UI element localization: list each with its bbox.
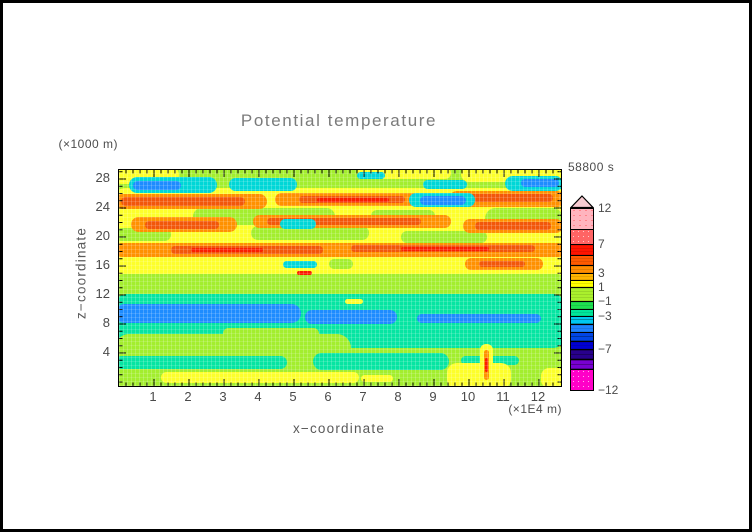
x-tick-label: 5	[289, 389, 297, 404]
colorbar: 12 7 3 1 −1 −3 −7 −12	[570, 195, 630, 397]
x-tick-label: 9	[429, 389, 437, 404]
contour-blob	[329, 259, 353, 269]
z-tick-label: 20	[95, 228, 110, 243]
colorbar-segment	[571, 349, 593, 359]
x-tick-label: 2	[184, 389, 192, 404]
colorbar-level-label: −7	[598, 342, 612, 356]
contour-blob	[541, 368, 561, 386]
contour-blob	[119, 304, 301, 323]
contour-blob	[119, 356, 287, 369]
contour-blob	[251, 226, 369, 240]
contour-blob	[121, 197, 245, 206]
colorbar-segment	[571, 309, 593, 316]
contour-blob	[223, 328, 319, 339]
colorbar-level-label: 12	[598, 201, 612, 215]
colorbar-level-label: 7	[598, 237, 605, 251]
contour-blob	[345, 299, 363, 304]
x-tick-label: 12	[530, 389, 546, 404]
colorbar-level-label: 3	[598, 266, 605, 280]
contour-blob	[313, 353, 449, 370]
contour-blob	[133, 181, 181, 190]
z-axis-title: z−coordinate	[73, 226, 89, 320]
contour-blob	[191, 248, 263, 252]
contour-blob	[401, 231, 487, 243]
contour-blob	[417, 314, 541, 323]
contour-blob	[161, 372, 359, 383]
x-tick-label: 6	[324, 389, 332, 404]
colorbar-scale	[570, 208, 594, 391]
colorbar-level-label: −12	[598, 383, 619, 397]
colorbar-segment	[571, 255, 593, 265]
colorbar-segment	[571, 287, 593, 301]
contour-blob	[305, 310, 397, 324]
x-tick-label: 1	[149, 389, 157, 404]
colorbar-segment	[571, 359, 593, 369]
plot-area	[118, 169, 562, 387]
z-tick-label: 12	[95, 286, 110, 301]
contour-blob	[521, 179, 559, 187]
contour-blob	[401, 247, 489, 251]
colorbar-overflow-cap	[570, 195, 594, 208]
colorbar-segment	[571, 301, 593, 309]
contour-blob	[423, 180, 467, 189]
contour-blob	[229, 178, 297, 191]
colorbar-segment	[571, 229, 593, 244]
contour-blob	[479, 261, 525, 267]
colorbar-segment	[571, 316, 593, 324]
x-tick-label: 3	[219, 389, 227, 404]
z-tick-label: 28	[95, 170, 110, 185]
colorbar-segment	[571, 341, 593, 349]
contour-blob	[485, 358, 488, 372]
contour-blob	[465, 194, 553, 202]
x-tick-label: 8	[394, 389, 402, 404]
colorbar-segment	[571, 332, 593, 341]
contour-blob	[297, 271, 312, 275]
colorbar-level-label: 1	[598, 280, 605, 294]
z-tick-label: 24	[95, 199, 110, 214]
time-stamp-label: 58800 s	[568, 160, 615, 174]
tick-marks	[119, 170, 561, 386]
colorbar-segment	[571, 324, 593, 332]
x-tick-label: 11	[496, 389, 510, 404]
colorbar-segment	[571, 273, 593, 280]
contour-blob	[447, 363, 511, 386]
contour-blob	[317, 198, 389, 202]
contour-blob	[420, 196, 466, 205]
contour-blob	[283, 261, 317, 268]
z-tick-label: 8	[102, 315, 110, 330]
contour-blob	[475, 222, 551, 230]
temperature-field	[119, 170, 561, 386]
z-axis-unit-label: (×1000 m)	[58, 137, 118, 151]
x-tick-label: 4	[254, 389, 262, 404]
colorbar-segment	[571, 369, 593, 390]
contour-field-blobs	[119, 170, 561, 386]
z-tick-label: 16	[95, 257, 110, 272]
colorbar-level-label: −1	[598, 294, 612, 308]
colorbar-segment	[571, 208, 593, 229]
contour-blob	[361, 375, 393, 382]
colorbar-segment	[571, 280, 593, 287]
x-axis-unit-label: (×1E4 m)	[508, 402, 562, 416]
x-tick-label: 10	[460, 389, 476, 404]
colorbar-segment	[571, 244, 593, 255]
contour-blob	[145, 221, 219, 229]
colorbar-level-label: −3	[598, 309, 612, 323]
contour-blob	[280, 219, 316, 229]
colorbar-segment	[571, 265, 593, 273]
x-tick-label: 7	[359, 389, 367, 404]
z-tick-label: 4	[102, 344, 110, 359]
x-axis-title: x−coordinate	[292, 421, 386, 436]
chart-title: Potential temperature	[240, 111, 438, 130]
